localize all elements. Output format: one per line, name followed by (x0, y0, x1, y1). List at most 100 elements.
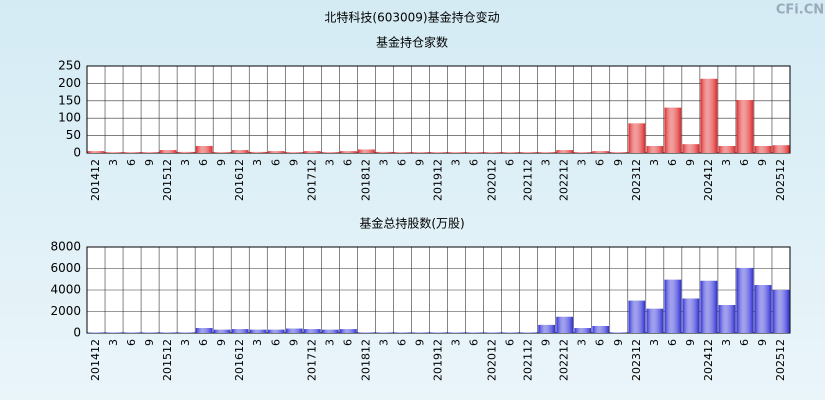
y-tick-label: 250 (58, 59, 81, 73)
bar (376, 332, 393, 333)
x-tick-label: 9 (215, 339, 228, 346)
bar (772, 145, 790, 153)
bar (286, 328, 303, 333)
x-tick-label: 201412 (89, 339, 102, 381)
bar (664, 107, 682, 153)
bar (394, 332, 411, 333)
x-tick-label: 3 (576, 159, 589, 166)
x-tick-label: 6 (197, 339, 210, 346)
x-tick-label: 202012 (486, 159, 499, 201)
bar (718, 305, 736, 333)
bar (592, 151, 610, 153)
x-tick-label: 201612 (233, 339, 246, 381)
x-tick-label: 6 (341, 159, 354, 166)
x-tick-label: 202512 (774, 339, 787, 381)
y-tick-label: 150 (58, 93, 81, 107)
bar (394, 152, 411, 153)
bar (430, 332, 447, 333)
bar (267, 329, 285, 333)
bar (502, 332, 519, 333)
x-tick-label: 201712 (305, 159, 318, 201)
x-tick-label: 9 (215, 159, 228, 166)
x-tick-label: 6 (341, 339, 354, 346)
x-tick-label: 6 (395, 339, 408, 346)
bar (159, 332, 177, 333)
bar (718, 146, 736, 153)
bar (105, 152, 123, 153)
x-tick-label: 201612 (233, 159, 246, 201)
bar (520, 332, 537, 333)
bar (304, 151, 321, 153)
y-tick-label: 6000 (50, 261, 81, 275)
bar (502, 152, 519, 153)
subplot-title: 基金总持股数(万股) (359, 216, 464, 231)
bar (286, 152, 303, 153)
bar (646, 308, 664, 333)
bar (610, 152, 628, 153)
bar (682, 144, 700, 153)
y-tick-label: 50 (66, 128, 81, 142)
y-tick-label: 4000 (50, 283, 81, 297)
bar (267, 151, 285, 153)
bar (700, 78, 718, 153)
bar (466, 152, 483, 153)
x-tick-label: 202412 (702, 339, 715, 381)
x-tick-label: 201912 (432, 159, 445, 201)
x-tick-label: 6 (594, 159, 607, 166)
bar (322, 152, 339, 153)
x-tick-label: 201512 (161, 159, 174, 201)
bar (213, 152, 231, 153)
x-tick-label: 201812 (359, 159, 372, 201)
bar (574, 328, 591, 333)
x-tick-label: 6 (197, 159, 210, 166)
bar (682, 298, 700, 333)
x-tick-label: 9 (612, 159, 625, 166)
bar (213, 329, 231, 333)
bar (412, 332, 429, 333)
bar (358, 332, 375, 333)
bar (87, 332, 105, 333)
x-tick-label: 6 (468, 159, 481, 166)
x-tick-label: 6 (504, 339, 517, 346)
x-tick-label: 201512 (161, 339, 174, 381)
x-tick-label: 6 (738, 339, 751, 346)
x-tick-label: 201712 (305, 339, 318, 381)
y-tick-label: 200 (58, 76, 81, 90)
bar (231, 150, 249, 153)
x-tick-label: 3 (179, 339, 192, 346)
bar (231, 329, 249, 333)
x-tick-label: 9 (756, 159, 769, 166)
bar (574, 152, 591, 153)
x-tick-label: 202312 (630, 159, 643, 201)
bar (754, 285, 772, 333)
x-tick-label: 3 (720, 339, 733, 346)
x-tick-label: 9 (612, 339, 625, 346)
bar (430, 152, 447, 153)
bar (87, 151, 105, 153)
x-tick-label: 9 (287, 339, 300, 346)
bar (736, 267, 754, 333)
x-tick-label: 9 (143, 339, 156, 346)
x-tick-label: 6 (738, 159, 751, 166)
bar (159, 150, 177, 153)
bar (195, 146, 213, 153)
bar (412, 152, 429, 153)
bar (628, 300, 646, 333)
x-tick-label: 9 (684, 159, 697, 166)
y-tick-label: 2000 (50, 304, 81, 318)
x-tick-label: 9 (756, 339, 769, 346)
x-tick-label: 6 (504, 159, 517, 166)
bar (304, 329, 321, 333)
x-tick-label: 6 (269, 339, 282, 346)
x-tick-label: 9 (287, 159, 300, 166)
bar (249, 329, 267, 333)
x-tick-label: 3 (540, 159, 553, 166)
x-tick-label: 202112 (522, 159, 535, 201)
bar (105, 332, 123, 333)
bar (376, 151, 393, 153)
x-tick-label: 3 (377, 159, 390, 166)
bar (556, 316, 573, 333)
x-tick-label: 3 (648, 159, 661, 166)
bar (466, 332, 483, 333)
x-tick-label: 6 (125, 339, 138, 346)
